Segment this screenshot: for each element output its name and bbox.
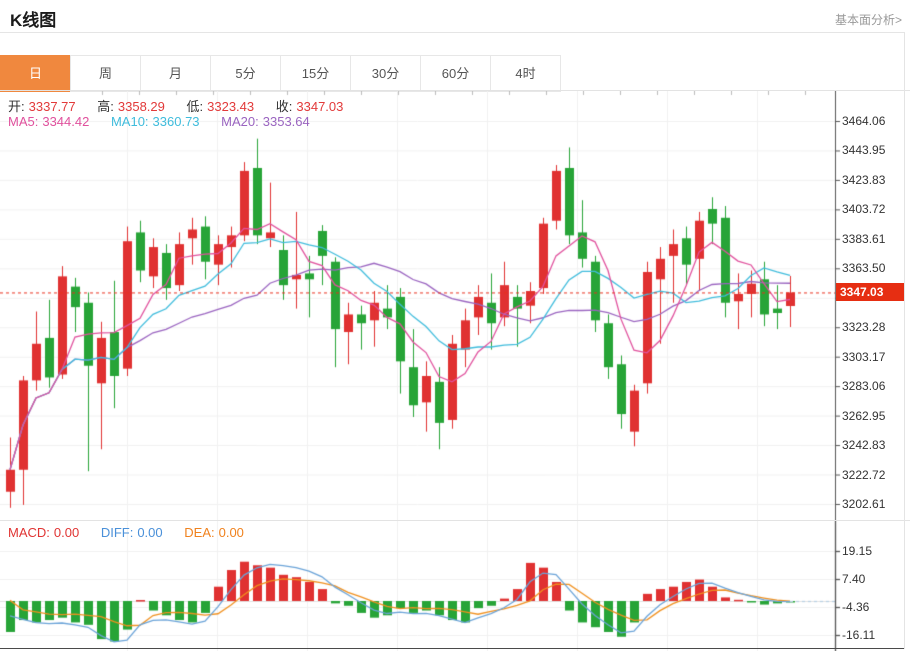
page-title: K线图 bbox=[10, 11, 57, 30]
macd-tick-label: 19.15 bbox=[842, 544, 873, 558]
ma10-label: MA10: bbox=[110, 114, 149, 129]
close-value: 3347.03 bbox=[296, 99, 344, 114]
dea-value: 0.00 bbox=[218, 525, 244, 540]
high-value: 3358.29 bbox=[117, 99, 165, 114]
fundamental-analysis-link[interactable]: 基本面分析> bbox=[834, 13, 902, 27]
open-label: 开: bbox=[8, 99, 25, 114]
macd-value: 0.00 bbox=[53, 525, 80, 540]
ma5-value: 3344.42 bbox=[42, 114, 90, 129]
macd-readout: MACD: 0.00 DIFF: 0.00 DEA: 0.00 bbox=[8, 525, 248, 540]
ma20-label: MA20: bbox=[221, 114, 259, 129]
ma20-value: 3353.64 bbox=[262, 114, 310, 129]
diff-label: DIFF: bbox=[100, 525, 134, 540]
price-tick-label: 3202.61 bbox=[842, 496, 886, 511]
macd-tick-label: -16.11 bbox=[842, 628, 876, 642]
low-value: 3323.43 bbox=[207, 99, 255, 114]
price-tick-label: 3464.06 bbox=[842, 114, 886, 128]
price-tick-label: 3242.83 bbox=[842, 438, 886, 453]
macd-label: MACD: bbox=[8, 525, 50, 540]
price-tick-label: 3363.50 bbox=[842, 261, 886, 276]
low-label: 低: bbox=[186, 99, 204, 114]
candlestick-chart[interactable] bbox=[0, 91, 910, 521]
tab-period-5[interactable]: 30分 bbox=[350, 55, 421, 92]
macd-chart[interactable] bbox=[0, 521, 910, 651]
period-tab-bar: 日周月 5分 15分 30分 60分 4时 bbox=[0, 55, 561, 92]
tab-period-3[interactable]: 5分 bbox=[210, 55, 281, 92]
ma5-label: MA5: bbox=[8, 114, 39, 129]
high-label: 高: bbox=[97, 99, 114, 114]
current-price-badge: 3347.03 bbox=[836, 283, 904, 302]
chart-bottom-border bbox=[0, 648, 905, 649]
price-tick-label: 3262.95 bbox=[842, 408, 886, 423]
ma-readout: MA5: 3344.42 MA10: 3360.73 MA20: 3353.64 bbox=[8, 114, 314, 129]
ohlc-readout: 开: 3337.77 高: 3358.29 低: 3323.43 收: 3347.03 bbox=[8, 96, 347, 115]
price-tick-label: 3303.17 bbox=[842, 349, 886, 364]
price-tick-label: 3323.28 bbox=[842, 320, 886, 335]
price-tick-label: 3423.83 bbox=[842, 172, 886, 187]
tab-period-4[interactable]: 15分 bbox=[280, 55, 351, 92]
macd-tick-label: -4.36 bbox=[842, 600, 870, 614]
price-tick-label: 3283.06 bbox=[842, 379, 886, 394]
tab-period-2[interactable]: 月 bbox=[140, 55, 211, 92]
tab-period-1[interactable]: 周 bbox=[70, 55, 141, 92]
dea-label: DEA: bbox=[184, 525, 215, 540]
close-label: 收: bbox=[275, 99, 293, 114]
header-divider bbox=[0, 32, 905, 33]
macd-tick-label: 7.40 bbox=[842, 572, 866, 586]
price-tick-label: 3403.72 bbox=[842, 202, 886, 217]
price-tick-label: 3443.95 bbox=[842, 143, 886, 158]
diff-value: 0.00 bbox=[137, 525, 163, 540]
widget-right-border bbox=[904, 33, 905, 649]
tab-period-0[interactable]: 日 bbox=[0, 55, 71, 92]
tab-period-6[interactable]: 60分 bbox=[420, 55, 491, 92]
ma10-value: 3360.73 bbox=[152, 114, 200, 129]
price-tick-label: 3383.61 bbox=[842, 231, 886, 246]
price-tick-label: 3222.72 bbox=[842, 467, 886, 482]
open-value: 3337.77 bbox=[28, 99, 76, 114]
candlestick-panel: 开: 3337.77 高: 3358.29 低: 3323.43 收: 3347.03 … bbox=[0, 90, 910, 521]
macd-panel: MACD: 0.00 DIFF: 0.00 DEA: 0.00 19.15 7.40 -4… bbox=[0, 520, 910, 651]
tab-period-7[interactable]: 4时 bbox=[490, 55, 561, 92]
